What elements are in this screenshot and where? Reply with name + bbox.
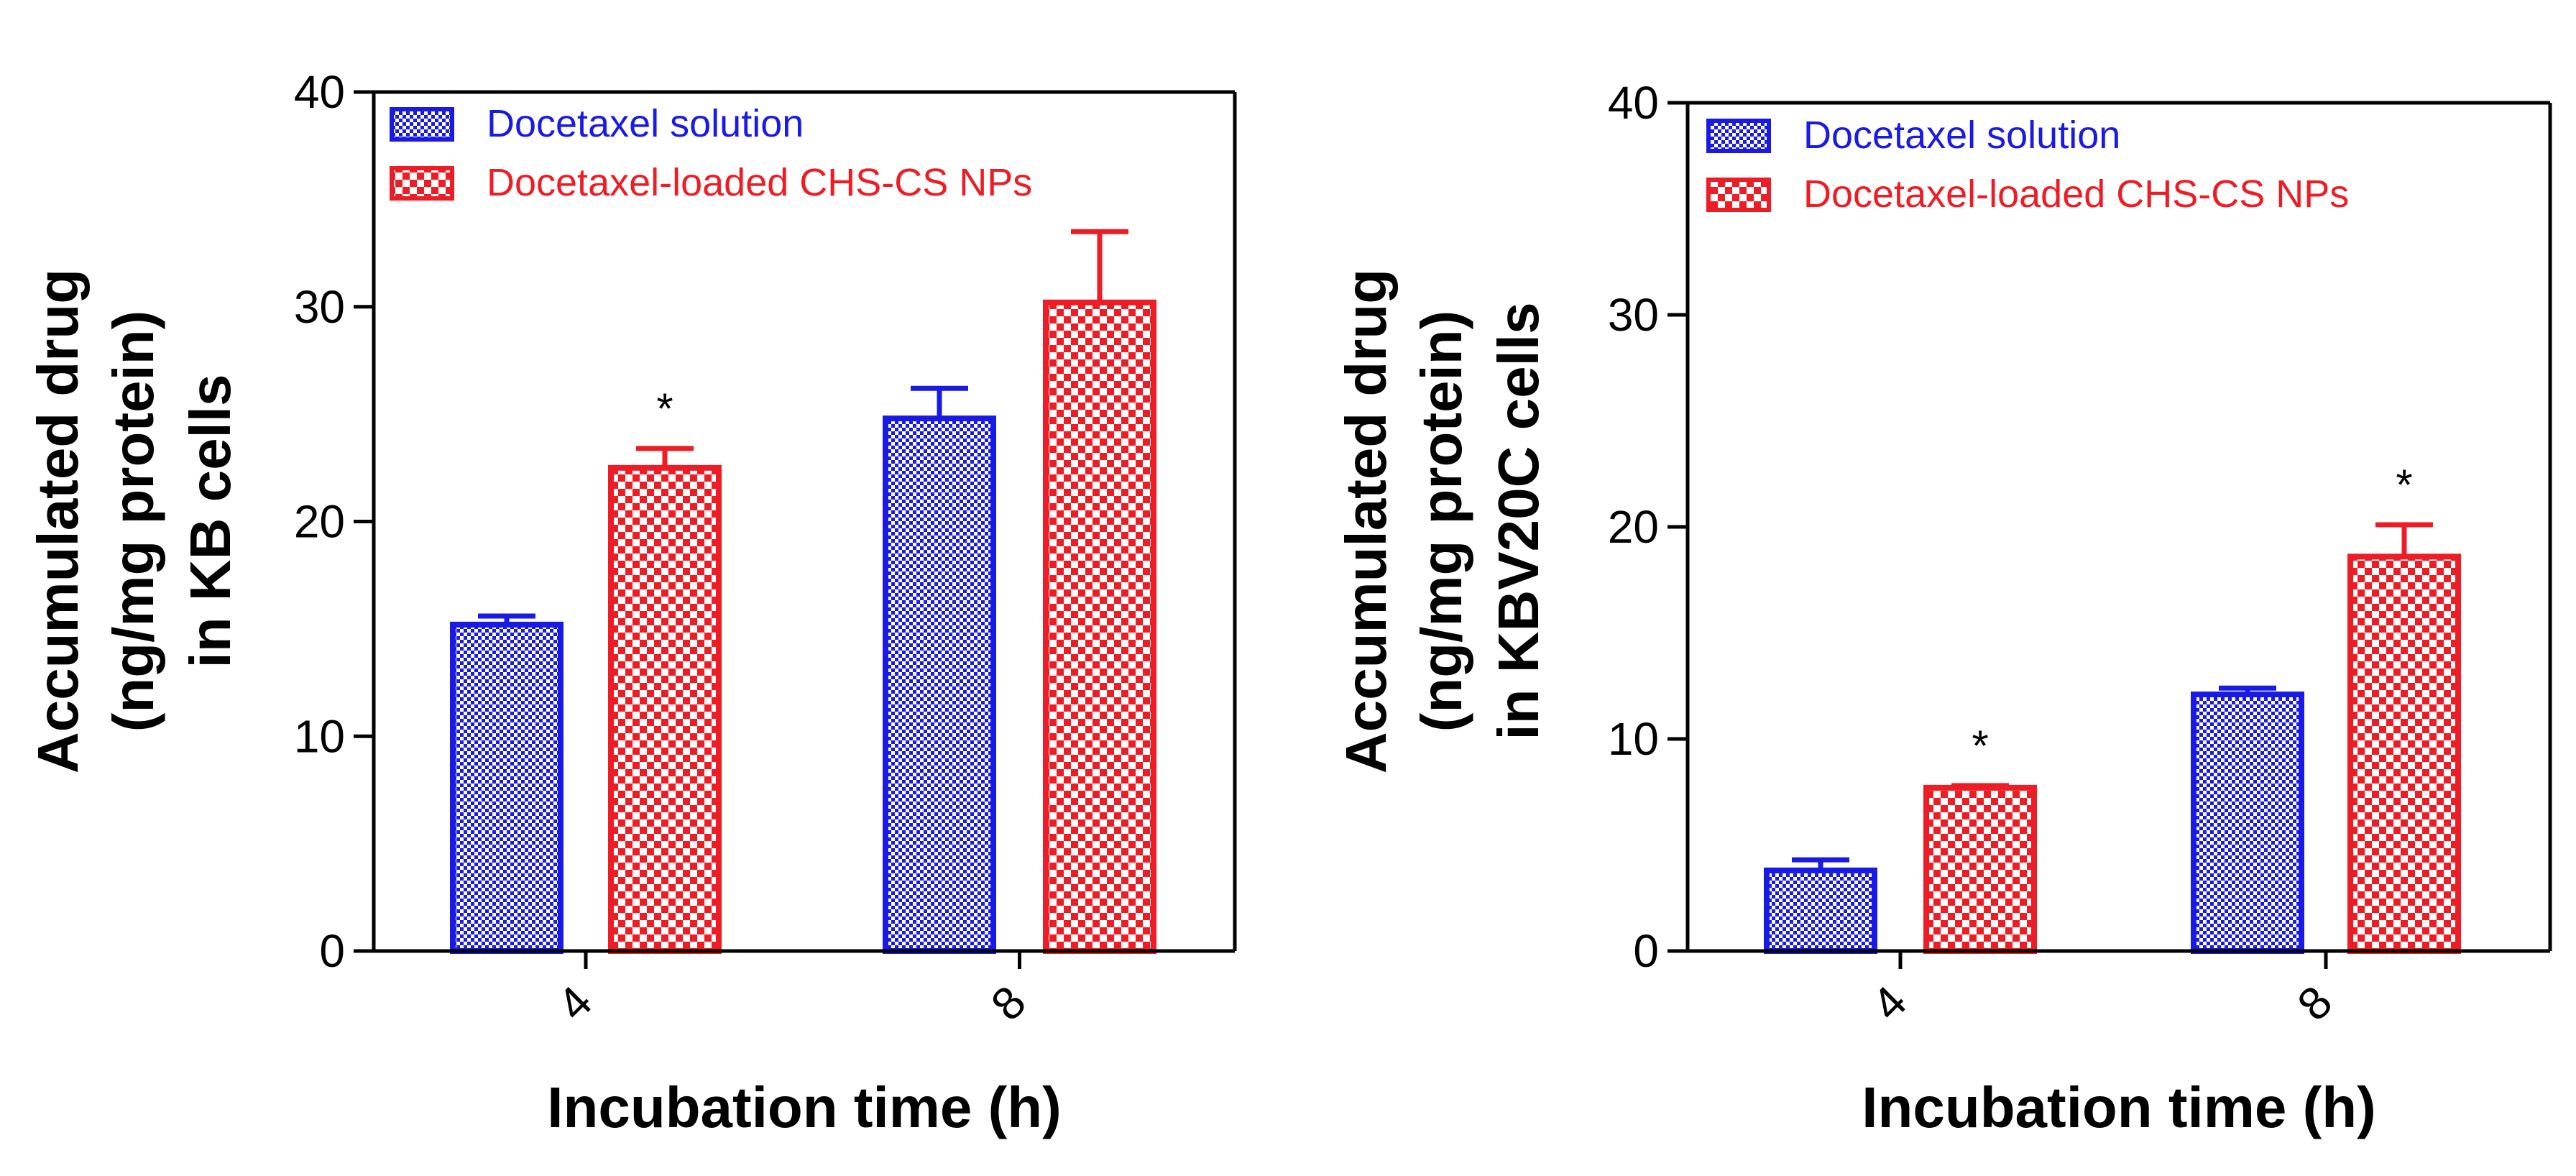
bar-docetaxel-solution-8 (2191, 692, 2304, 954)
x-tick-label: 8 (2287, 975, 2342, 1030)
y-axis-title-line-3: in KB cells (178, 374, 242, 668)
x-tick-label: 8 (981, 975, 1036, 1030)
x-axis-title: Incubation time (h) (547, 1075, 1062, 1139)
bar-docetaxel-solution-8 (883, 415, 996, 954)
y-tick-label: 10 (294, 710, 345, 762)
y-axis-title-line-3: in KBV20C cells (1486, 302, 1550, 740)
significance-marker: * (656, 385, 673, 433)
chart-kbv20c-cells: * * 0 10 20 30 40 4 8 Incubation time (h) Accumula… (1334, 77, 2552, 1139)
bar-docetaxel-solution-4 (450, 621, 564, 955)
x-axis-title: Incubation time (h) (1862, 1075, 2376, 1139)
y-axis-title-line-1: Accumulated drug (26, 269, 90, 773)
y-axis-title-line-2: (ng/mg protein) (101, 311, 165, 732)
bar-docetaxel-nps-8 (2347, 553, 2461, 954)
y-tick-label: 0 (319, 925, 345, 977)
y-tick-label: 30 (1608, 289, 1659, 341)
legend-swatch-docetaxel-solution (1706, 119, 1771, 153)
legend-swatch-docetaxel-nps (390, 166, 454, 201)
y-tick-label: 20 (1608, 501, 1659, 553)
legend-label-docetaxel-nps: Docetaxel-loaded CHS-CS NPs (487, 161, 1032, 204)
y-tick-label: 20 (294, 496, 345, 548)
y-tick-label: 10 (1608, 713, 1659, 765)
legend-label-docetaxel-nps: Docetaxel-loaded CHS-CS NPs (1803, 173, 2349, 216)
chart-kb-cells: * 0 10 20 30 40 4 8 Incubation time (h) Accumulat… (26, 66, 1237, 1139)
x-tick-label: 4 (547, 975, 602, 1030)
x-tick-label: 4 (1862, 975, 1916, 1030)
y-tick-label: 30 (294, 281, 345, 333)
legend-swatch-docetaxel-nps (1706, 178, 1771, 212)
significance-marker: * (2396, 461, 2412, 509)
legend-swatch-docetaxel-solution (390, 107, 454, 142)
y-axis-title-line-2: (ng/mg protein) (1409, 311, 1473, 732)
y-tick-label: 40 (1608, 77, 1659, 129)
bar-docetaxel-solution-4 (1764, 867, 1877, 955)
y-tick-label: 40 (294, 66, 345, 118)
bar-docetaxel-nps-8 (1043, 299, 1156, 954)
y-axis-title-line-1: Accumulated drug (1334, 269, 1398, 773)
y-tick-label: 0 (1633, 925, 1659, 977)
significance-marker: * (1972, 722, 1988, 770)
bar-docetaxel-nps-4 (608, 464, 722, 954)
legend-label-docetaxel-solution: Docetaxel solution (487, 102, 804, 145)
legend-label-docetaxel-solution: Docetaxel solution (1803, 114, 2120, 157)
bar-docetaxel-nps-4 (1923, 784, 2037, 954)
